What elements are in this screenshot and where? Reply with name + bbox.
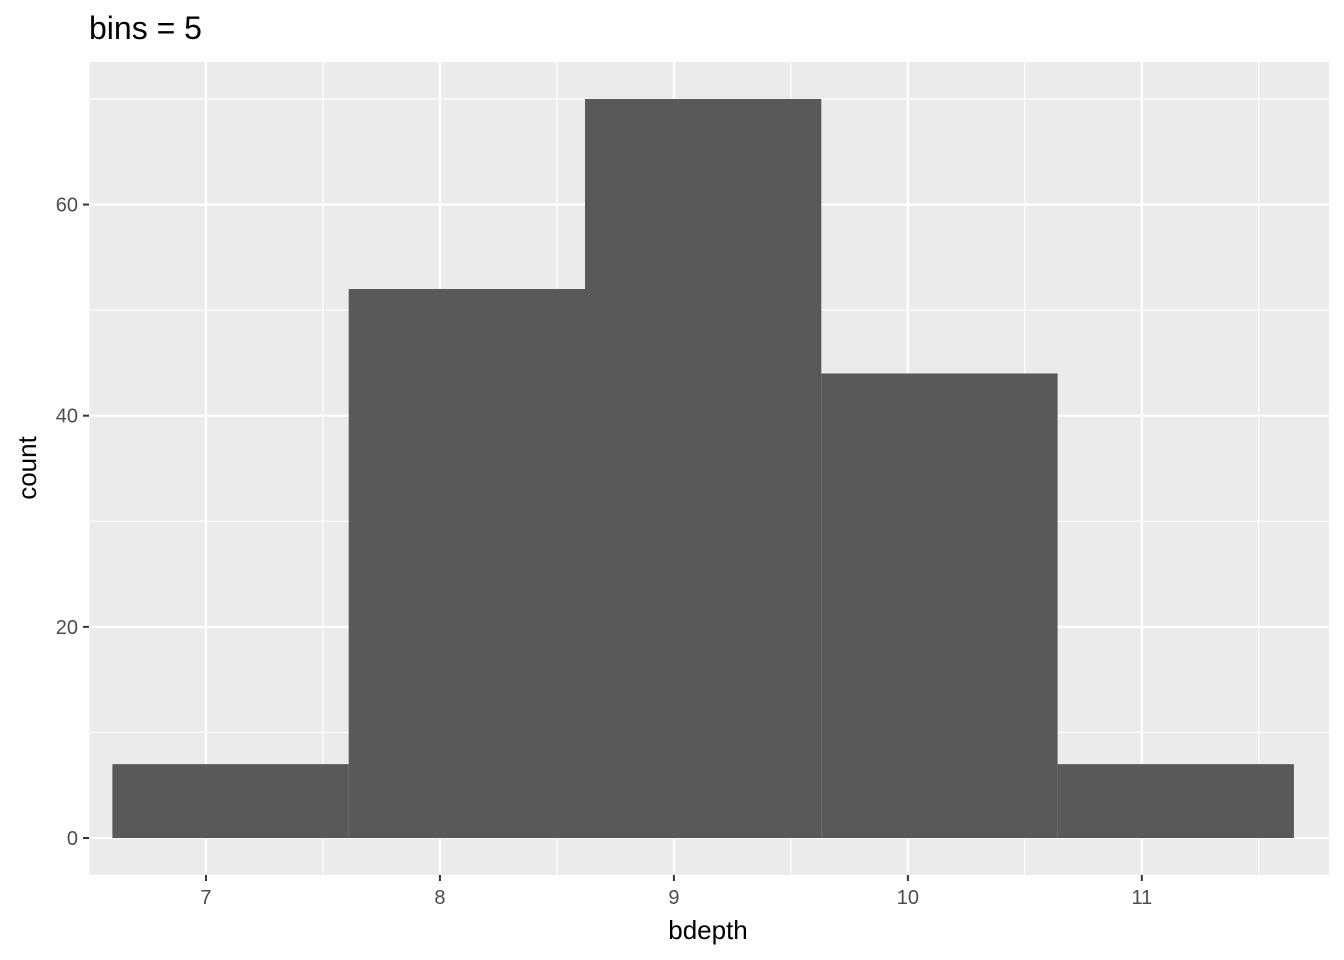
x-tick-label: 10 [897, 887, 919, 909]
y-axis: 0 20 40 60 [56, 195, 89, 850]
histogram-bar [112, 764, 349, 839]
histogram-bar [1057, 764, 1294, 839]
y-axis-title: count [12, 435, 42, 499]
histogram-bar [348, 289, 585, 839]
x-axis-title: bdepth [668, 915, 748, 945]
histogram-bar [585, 98, 822, 839]
x-tick-label: 9 [668, 887, 679, 909]
x-axis: 7 8 9 10 11 [200, 875, 1152, 909]
x-tick-label: 8 [434, 887, 445, 909]
x-tick-label: 7 [200, 887, 211, 909]
y-tick-label: 0 [67, 828, 78, 850]
histogram-bar [821, 373, 1058, 839]
chart-title: bins = 5 [89, 10, 202, 46]
y-tick-label: 40 [56, 406, 78, 428]
y-tick-label: 20 [56, 617, 78, 639]
y-tick-label: 60 [56, 195, 78, 217]
histogram-bars [112, 98, 1294, 839]
x-tick-label: 11 [1131, 887, 1152, 909]
